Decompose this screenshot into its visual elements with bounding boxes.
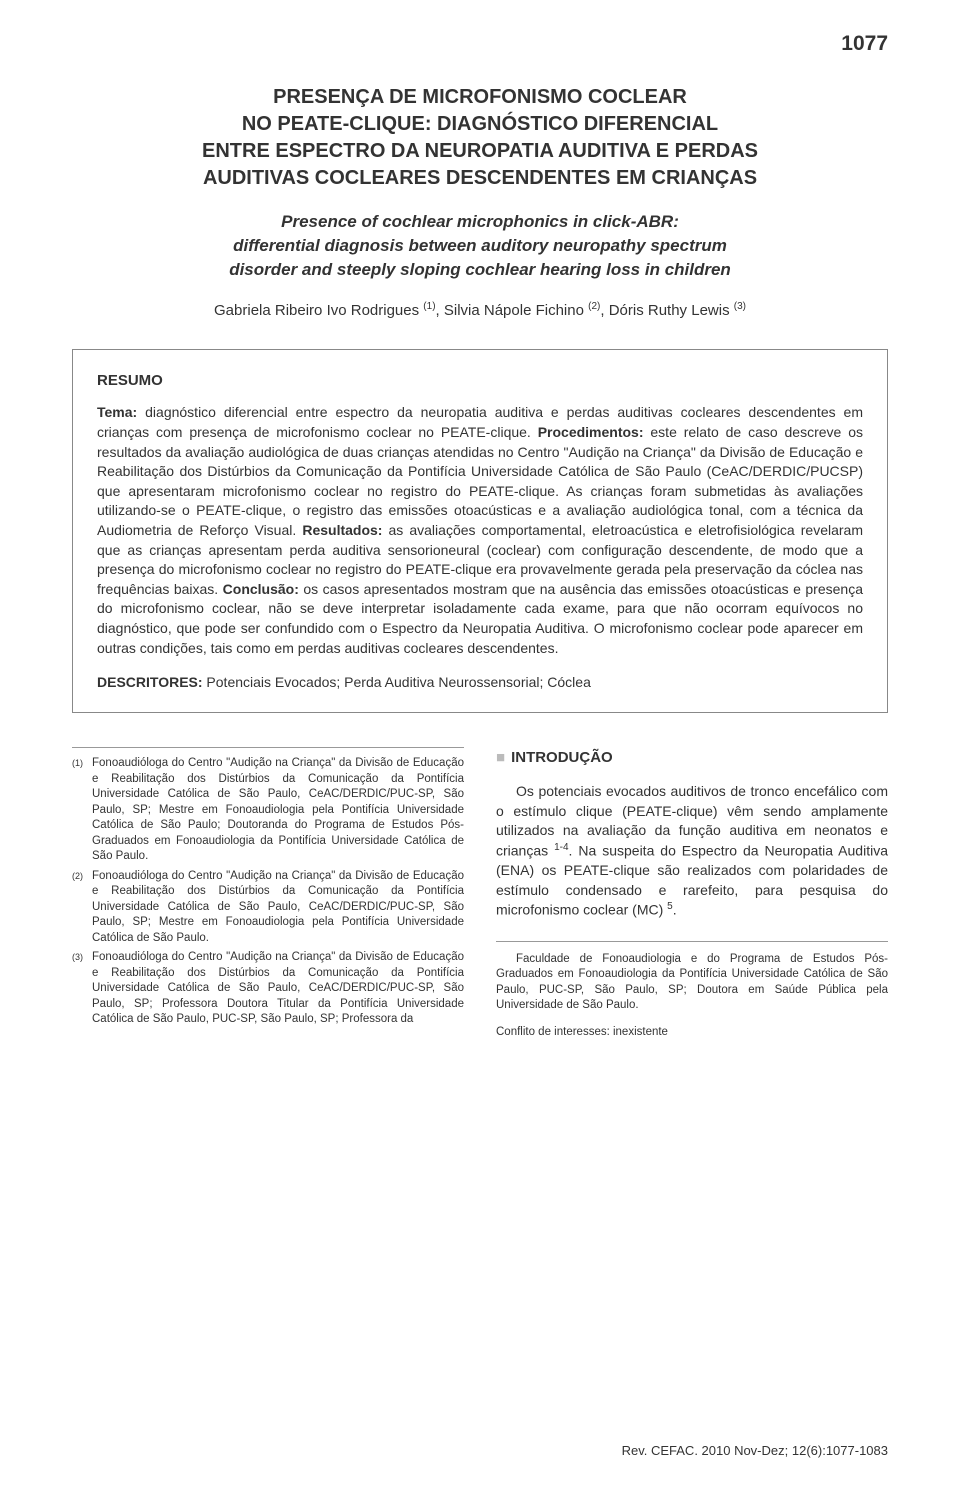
procedimentos-label: Procedimentos:	[538, 424, 644, 440]
author-sup: (3)	[734, 301, 746, 312]
square-bullet-icon: ■	[496, 749, 505, 766]
abstract-box: RESUMO Tema: diagnóstico diferencial ent…	[72, 349, 888, 713]
introduction-column: ■ INTRODUÇÃO Os potenciais evocados audit…	[496, 747, 888, 1040]
affiliation-number: (3)	[72, 950, 92, 1028]
title-portuguese: PRESENÇA DE MICROFONISMO COCLEARNO PEATE…	[72, 84, 888, 192]
faculty-block: Faculdade de Fonoaudiologia e do Program…	[496, 941, 888, 1014]
descritores-label: DESCRITORES:	[97, 674, 203, 690]
abstract-heading: RESUMO	[97, 372, 863, 389]
lower-columns: (1) Fonoaudióloga do Centro "Audição na …	[72, 747, 888, 1040]
affiliation-number: (1)	[72, 756, 92, 865]
resultados-label: Resultados:	[302, 522, 382, 538]
affiliation-item: (3) Fonoaudióloga do Centro "Audição na …	[72, 950, 464, 1028]
author-sup: (1)	[423, 301, 435, 312]
intro-heading: ■ INTRODUÇÃO	[496, 747, 888, 768]
author-name: Dóris Ruthy Lewis	[609, 302, 730, 319]
affiliation-text: Fonoaudióloga do Centro "Audição na Cria…	[92, 950, 464, 1028]
conclusao-label: Conclusão:	[223, 581, 299, 597]
intro-heading-text: INTRODUÇÃO	[511, 749, 613, 766]
title-english: Presence of cochlear microphonics in cli…	[72, 210, 888, 281]
intro-body: Os potenciais evocados auditivos de tron…	[496, 782, 888, 920]
affiliation-number: (2)	[72, 869, 92, 947]
procedimentos-text: este relato de caso descreve os resultad…	[97, 424, 863, 538]
author-name: Gabriela Ribeiro Ivo Rodrigues	[214, 302, 419, 319]
intro-citation-1: 1-4	[554, 842, 568, 853]
intro-part3: .	[673, 902, 677, 918]
author-sup: (2)	[588, 301, 600, 312]
affiliation-item: (1) Fonoaudióloga do Centro "Audição na …	[72, 756, 464, 865]
abstract-body: Tema: diagnóstico diferencial entre espe…	[97, 403, 863, 658]
affiliation-text: Fonoaudióloga do Centro "Audição na Cria…	[92, 869, 464, 947]
conflict-line: Conflito de interesses: inexistente	[496, 1024, 888, 1040]
page-number: 1077	[841, 32, 888, 56]
authors-line: Gabriela Ribeiro Ivo Rodrigues (1), Silv…	[72, 301, 888, 319]
affiliation-item: (2) Fonoaudióloga do Centro "Audição na …	[72, 869, 464, 947]
affiliation-text: Fonoaudióloga do Centro "Audição na Cria…	[92, 756, 464, 865]
author-name: Silvia Nápole Fichino	[444, 302, 584, 319]
tema-label: Tema:	[97, 404, 137, 420]
descritores-line: DESCRITORES: Potenciais Evocados; Perda …	[97, 674, 863, 690]
intro-part2: . Na suspeita do Espectro da Neuropatia …	[496, 843, 888, 918]
descritores-text: Potenciais Evocados; Perda Auditiva Neur…	[203, 674, 591, 690]
affiliations-column: (1) Fonoaudióloga do Centro "Audição na …	[72, 747, 464, 1040]
journal-footer: Rev. CEFAC. 2010 Nov-Dez; 12(6):1077-108…	[622, 1443, 888, 1458]
